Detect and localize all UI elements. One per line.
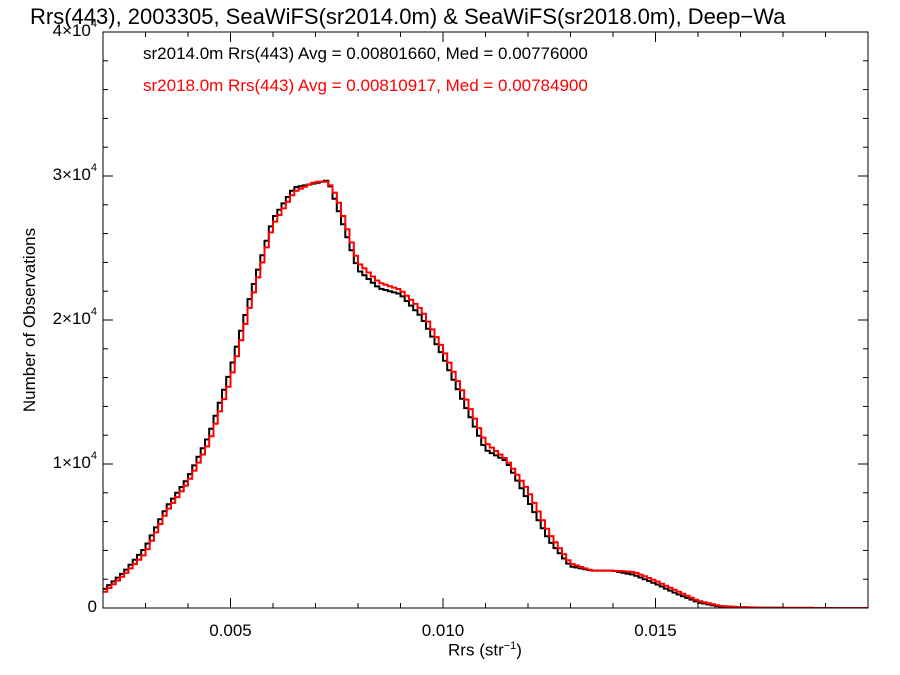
chart-title: Rrs(443), 2003305, SeaWiFS(sr2014.0m) & … xyxy=(30,4,786,29)
series-line-sr2018.0m xyxy=(103,180,868,608)
y-tick-label: 0 xyxy=(88,597,97,616)
x-tick-label: 0.010 xyxy=(422,621,465,640)
x-axis-label-end: ) xyxy=(516,640,522,660)
series-line-sr2014.0m xyxy=(103,179,868,608)
legend-entry-sr2014: sr2014.0m Rrs(443) Avg = 0.00801660, Med… xyxy=(143,44,588,63)
y-tick-exponent: 4 xyxy=(91,450,97,462)
x-axis-label-exponent: −1 xyxy=(503,640,517,652)
y-tick-label: 4×104 xyxy=(53,18,97,40)
y-tick-label: 2×104 xyxy=(53,306,97,328)
y-tick-label: 1×104 xyxy=(53,450,97,472)
y-tick-exponent: 4 xyxy=(91,162,97,174)
x-tick-label: 0.015 xyxy=(634,621,677,640)
y-tick-label: 3×104 xyxy=(53,162,97,184)
plot-frame xyxy=(102,31,869,609)
x-axis-label-main: Rrs (str xyxy=(448,640,504,660)
y-tick-exponent: 4 xyxy=(91,306,97,318)
x-tick-label: 0.005 xyxy=(209,621,252,640)
legend-entry-sr2018: sr2018.0m Rrs(443) Avg = 0.00810917, Med… xyxy=(143,76,588,95)
y-tick-exponent: 4 xyxy=(91,18,97,30)
x-axis-label: Rrs (str−1) xyxy=(448,640,522,661)
